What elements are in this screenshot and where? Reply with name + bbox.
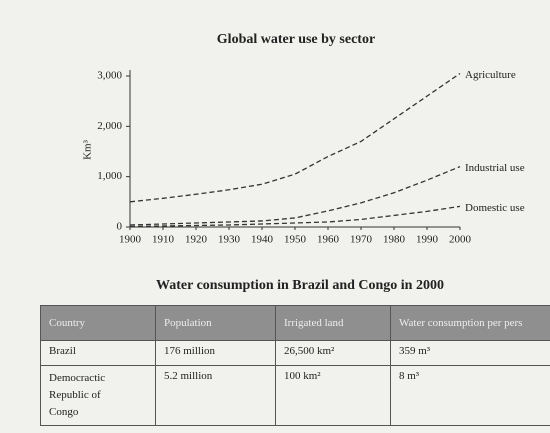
cell: 5.2 million (155, 365, 276, 426)
series-line (129, 72, 461, 203)
x-tick-label: 1900 (119, 234, 142, 246)
x-tick-label: 1920 (185, 234, 208, 246)
x-tick-label: 1980 (383, 234, 406, 246)
series-label: Industrial use (465, 162, 525, 174)
cell: 100 km² (275, 365, 391, 426)
series-line (129, 205, 461, 228)
y-axis-label: Km³ (82, 139, 94, 160)
cell: 359 m³ (390, 340, 550, 366)
table-row: Democractic Republic of Congo 5.2 millio… (40, 365, 550, 426)
x-tick-label: 1950 (284, 234, 307, 246)
x-tick-label: 1940 (251, 234, 274, 246)
y-tick-label: 1,000 (97, 170, 122, 182)
x-tick-label: 1930 (218, 234, 241, 246)
header-cell: Country (40, 305, 156, 341)
table-title: Water consumption in Brazil and Congo in… (156, 278, 444, 293)
header-cell: Irrigated land (275, 305, 391, 341)
y-tick-label: 3,000 (97, 70, 122, 82)
table-header: Country Population Irrigated land Water … (40, 305, 550, 341)
series-label: Agriculture (465, 69, 516, 81)
cell: 176 million (155, 340, 276, 366)
header-cell: Water consumption per pers (390, 305, 550, 341)
y-tick-label: 0 (117, 221, 123, 233)
cell: 8 m³ (390, 365, 550, 426)
x-tick-label: 2000 (449, 234, 472, 246)
chart-title: Global water use by sector (217, 32, 375, 47)
x-tick-label: 1970 (350, 234, 373, 246)
x-tick-label: 1990 (416, 234, 439, 246)
series-label: Domestic use (465, 202, 525, 214)
cell: Brazil (40, 340, 156, 366)
cell: 26,500 km² (275, 340, 391, 366)
chart: Global water use by sector Km³ 0 1,000 2,0… (82, 32, 525, 246)
x-tick-label: 1910 (152, 234, 175, 246)
table: Country Population Irrigated land Water … (40, 305, 550, 426)
header-cell: Population (155, 305, 276, 341)
cell-text: Democractic Republic of Congo (49, 372, 106, 418)
x-tick-label: 1960 (317, 234, 340, 246)
cell: Democractic Republic of Congo (40, 365, 156, 426)
table-row: Brazil 176 million 26,500 km² 359 m³ (40, 340, 550, 366)
y-tick-label: 2,000 (97, 120, 122, 132)
